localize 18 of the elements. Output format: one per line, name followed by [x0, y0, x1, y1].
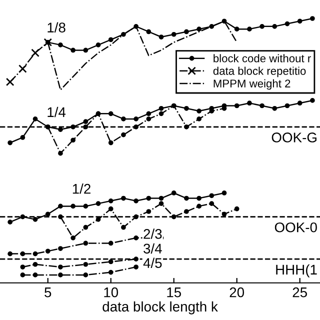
ref-line-label: OOK-G	[272, 132, 316, 142]
annotation: 1/2	[72, 184, 90, 194]
x-tick-label: 5	[44, 288, 52, 298]
legend-label: MPPM weight 2	[214, 79, 290, 90]
legend-label: data block repetitio	[213, 66, 306, 78]
annotation: 1/4	[48, 106, 66, 118]
annotation: 4/5	[143, 258, 162, 268]
annotation: 1/8	[48, 22, 66, 32]
x-axis-title: data block length k	[102, 301, 218, 314]
x-tick-label: 10	[104, 287, 118, 298]
ref-line-label: OOK-0	[274, 222, 317, 232]
annotation: 3/4	[144, 243, 162, 254]
legend-label: block code without r	[214, 54, 311, 62]
x-tick-label: 20	[230, 287, 244, 298]
x-tick-label: 25	[292, 287, 307, 298]
x-tick-label: 15	[167, 288, 181, 298]
annotation: 2/3	[144, 228, 162, 239]
ref-line-label: HHH(1	[276, 264, 317, 278]
